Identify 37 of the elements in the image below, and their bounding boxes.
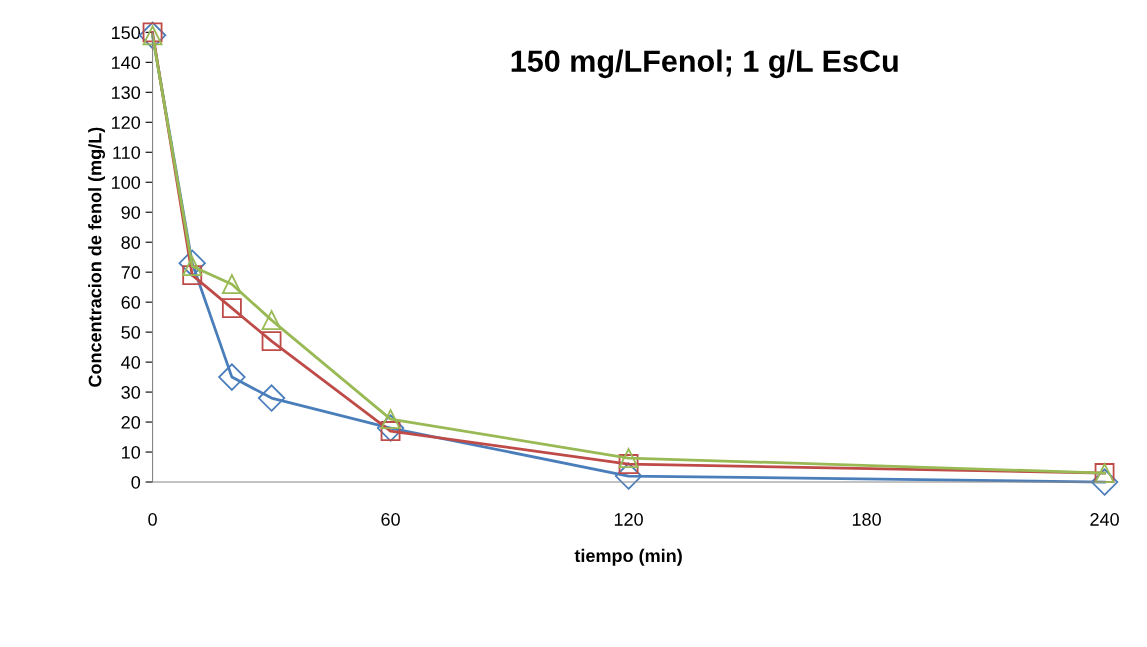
point [182, 265, 203, 286]
point [178, 249, 206, 277]
y-tick-label: 120 [112, 116, 141, 129]
y-tick-label: 10 [122, 445, 141, 459]
point [614, 462, 643, 490]
point [376, 414, 405, 442]
point [618, 454, 639, 474]
x-tick-label: 120 [614, 513, 643, 526]
y-tick-label: 130 [112, 86, 141, 100]
x-axis-title: tiempo (min) [574, 548, 682, 566]
y-tick-label: 70 [121, 266, 141, 279]
point [1090, 468, 1119, 496]
y-tick-label: 140 [112, 56, 141, 70]
y-tick-label: 40 [121, 356, 141, 369]
point [221, 274, 242, 295]
y-tick-label: 50 [121, 326, 141, 339]
y-tick-label: 30 [121, 386, 141, 399]
point [261, 310, 282, 331]
point [618, 448, 639, 468]
y-tick-label: 100 [112, 176, 141, 189]
x-tick-label: 0 [148, 513, 157, 526]
y-tick-label: 60 [121, 296, 141, 309]
point [261, 331, 282, 352]
y-axis-title: Concentracion de fenol (mg/L) [88, 127, 106, 387]
y-tick-label: 150 [112, 26, 141, 40]
x-tick-label: 180 [852, 513, 881, 526]
x-tick-label: 60 [381, 513, 400, 526]
y-tick-label: 80 [121, 236, 141, 249]
x-tick-label: 240 [1090, 513, 1119, 526]
point [221, 298, 242, 319]
point [257, 384, 286, 412]
point [218, 363, 246, 391]
y-tick-label: 110 [113, 146, 141, 159]
y-tick-label: 90 [121, 206, 141, 219]
text: 150 mg/LFenol; 1 g/L EsCu [511, 49, 898, 79]
y-tick-label: 20 [121, 415, 141, 429]
y-tick-label: 0 [131, 475, 141, 489]
